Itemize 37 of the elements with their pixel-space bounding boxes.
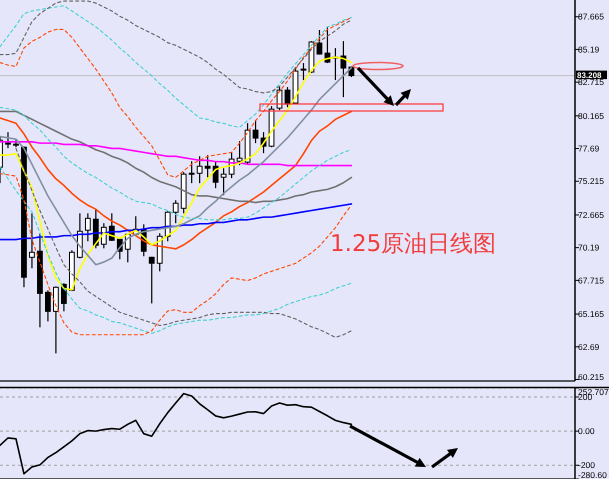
y-tick-label: 70.19 xyxy=(578,242,600,253)
candlestick xyxy=(196,156,203,184)
candlestick xyxy=(29,212,35,269)
candlestick xyxy=(220,168,227,196)
candlestick xyxy=(300,62,306,81)
candlestick xyxy=(172,200,179,224)
y-tick-label: 0.00 xyxy=(578,426,595,436)
line-series xyxy=(0,5,352,128)
candlestick xyxy=(340,40,346,98)
y-tick-label: 77.69 xyxy=(578,144,600,154)
y-tick-label: 60.215 xyxy=(578,372,604,382)
y-tick-label: 72.665 xyxy=(578,210,604,220)
annotation: 1.25原油日线图 xyxy=(330,231,496,257)
y-tick-label: 65.165 xyxy=(578,309,604,320)
y-tick-label: 67.715 xyxy=(578,275,604,286)
line-series xyxy=(0,0,352,94)
line-series xyxy=(0,106,352,220)
candlestick xyxy=(316,29,322,56)
candlestick xyxy=(204,154,211,178)
y-tick-label: 252.707 xyxy=(578,387,609,397)
candlestick xyxy=(84,212,91,242)
candlestick xyxy=(284,86,290,108)
y-tick-label: -200 xyxy=(578,460,596,470)
y-tick-label: 80.165 xyxy=(578,110,604,121)
line-series xyxy=(0,17,352,178)
candlestick xyxy=(236,140,242,166)
candlestick xyxy=(252,120,258,144)
y-tick-label: 62.69 xyxy=(578,342,600,352)
candlestick xyxy=(188,160,195,184)
candlestick xyxy=(45,290,51,322)
candlestick xyxy=(148,256,155,304)
y-tick-label: -280.60 xyxy=(578,470,608,479)
candlestick xyxy=(5,132,11,149)
y-tick-label: 75.215 xyxy=(578,176,604,186)
y-tick-label: 87.665 xyxy=(578,12,604,22)
line-series xyxy=(0,110,352,204)
y-tick-label: 85.19 xyxy=(578,44,600,54)
